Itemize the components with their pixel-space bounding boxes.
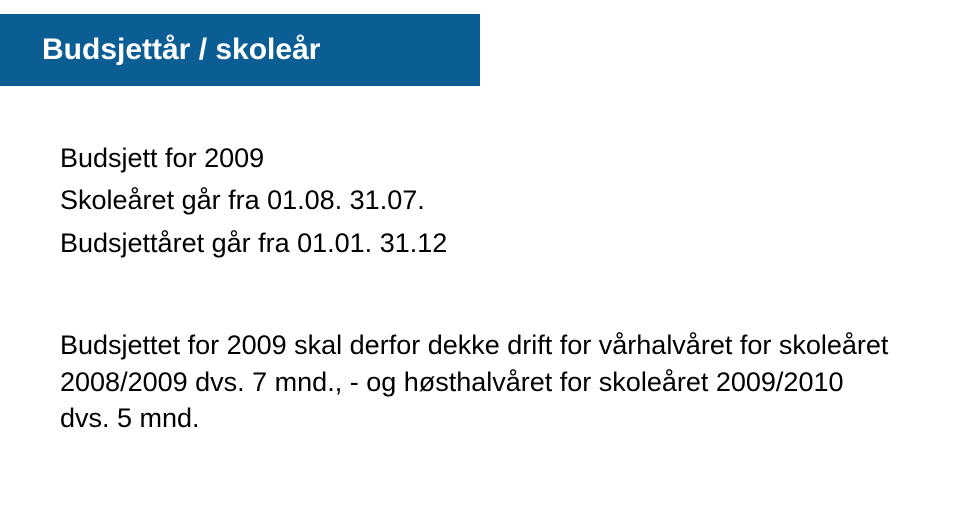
line-2: Skoleåret går fra 01.08. 31.07.	[60, 182, 900, 218]
line-3: Budsjettåret går fra 01.01. 31.12	[60, 225, 900, 261]
title-bar: Budsjettår / skoleår	[0, 14, 480, 86]
body-text: Budsjett for 2009 Skoleåret går fra 01.0…	[60, 140, 900, 443]
slide-title: Budsjettår / skoleår	[42, 33, 320, 67]
line-1: Budsjett for 2009	[60, 140, 900, 176]
paragraph-gap	[60, 267, 900, 327]
line-4: Budsjettet for 2009 skal derfor dekke dr…	[60, 327, 900, 436]
slide: Budsjettår / skoleår Budsjett for 2009 S…	[0, 0, 959, 522]
